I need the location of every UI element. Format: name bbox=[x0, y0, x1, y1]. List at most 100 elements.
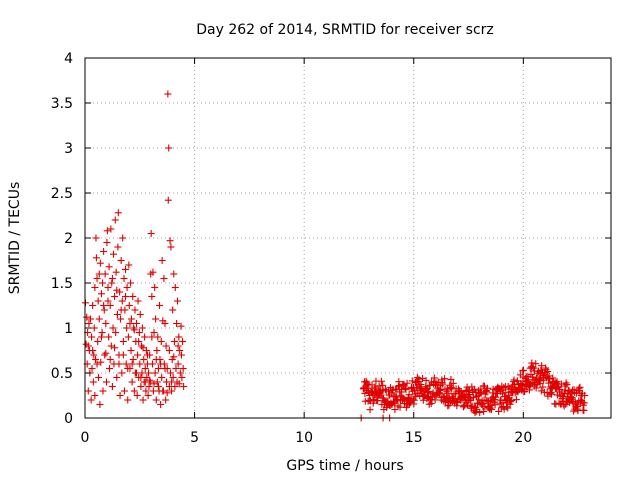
data-point bbox=[135, 329, 143, 336]
data-point bbox=[90, 351, 98, 359]
data-point bbox=[126, 320, 134, 327]
data-point bbox=[87, 396, 95, 404]
data-point bbox=[562, 379, 570, 387]
data-point bbox=[117, 315, 125, 323]
data-point bbox=[108, 279, 116, 287]
data-point bbox=[88, 365, 96, 372]
data-point bbox=[170, 338, 178, 345]
data-point bbox=[103, 227, 111, 235]
data-point bbox=[108, 275, 116, 282]
data-point bbox=[139, 344, 147, 352]
data-point bbox=[117, 306, 125, 314]
data-point bbox=[112, 329, 120, 336]
data-point bbox=[113, 311, 121, 318]
data-point bbox=[157, 338, 165, 345]
data-point bbox=[539, 383, 547, 391]
data-point bbox=[152, 315, 160, 323]
data-point bbox=[169, 374, 177, 381]
data-point bbox=[119, 234, 127, 242]
data-point bbox=[85, 320, 93, 327]
data-point bbox=[439, 380, 447, 388]
data-point bbox=[150, 380, 158, 388]
data-point bbox=[176, 369, 184, 377]
data-point bbox=[152, 356, 160, 363]
data-point bbox=[477, 389, 485, 397]
data-point bbox=[491, 401, 499, 409]
y-tick-label: 2 bbox=[64, 231, 73, 247]
data-point bbox=[139, 396, 147, 404]
data-point bbox=[157, 401, 165, 408]
data-point bbox=[167, 243, 175, 251]
data-point bbox=[113, 286, 121, 294]
data-point bbox=[581, 391, 589, 399]
data-point bbox=[165, 144, 173, 152]
data-point bbox=[135, 338, 143, 345]
data-point bbox=[122, 266, 130, 273]
data-point bbox=[141, 333, 149, 341]
data-point bbox=[133, 320, 141, 327]
data-point bbox=[89, 347, 97, 354]
data-point bbox=[94, 338, 102, 345]
data-point bbox=[381, 385, 389, 393]
data-point bbox=[166, 237, 174, 245]
x-tick-label: 15 bbox=[405, 430, 423, 446]
data-point bbox=[94, 297, 102, 305]
x-tick-label: 5 bbox=[190, 430, 199, 446]
data-point bbox=[164, 90, 172, 98]
data-point bbox=[463, 401, 471, 409]
y-tick-label: 1 bbox=[64, 321, 73, 337]
data-point bbox=[532, 360, 540, 368]
data-point bbox=[396, 403, 404, 411]
data-point bbox=[512, 396, 520, 404]
data-point bbox=[109, 324, 117, 332]
data-point bbox=[508, 397, 516, 405]
data-point bbox=[128, 360, 136, 368]
data-point bbox=[106, 302, 114, 309]
data-point bbox=[164, 196, 172, 204]
data-point bbox=[442, 395, 450, 403]
data-point bbox=[84, 387, 92, 395]
data-point bbox=[111, 344, 119, 352]
data-point bbox=[109, 250, 117, 258]
data-point bbox=[83, 313, 91, 321]
data-point bbox=[148, 293, 156, 300]
data-point bbox=[180, 383, 188, 390]
data-point bbox=[154, 333, 162, 341]
data-point bbox=[460, 402, 468, 410]
data-point bbox=[136, 360, 144, 368]
data-point bbox=[419, 374, 427, 382]
x-tick-label: 20 bbox=[514, 430, 532, 446]
data-point bbox=[480, 408, 488, 416]
data-point bbox=[580, 406, 588, 414]
data-point bbox=[104, 284, 112, 291]
data-point bbox=[179, 338, 187, 345]
data-point bbox=[532, 384, 540, 392]
data-point bbox=[89, 302, 97, 309]
data-point bbox=[521, 387, 529, 395]
data-point bbox=[377, 377, 385, 385]
data-point bbox=[117, 257, 125, 264]
data-point bbox=[464, 386, 472, 394]
data-point bbox=[568, 394, 576, 402]
data-point bbox=[130, 387, 138, 395]
data-point bbox=[548, 390, 556, 398]
data-point bbox=[165, 347, 173, 354]
data-point bbox=[175, 333, 183, 341]
data-point bbox=[154, 383, 162, 390]
data-point bbox=[89, 378, 97, 386]
data-point bbox=[174, 342, 182, 350]
data-point bbox=[364, 384, 372, 392]
data-point bbox=[122, 293, 130, 300]
data-point bbox=[93, 360, 101, 368]
data-point bbox=[371, 383, 379, 391]
data-point bbox=[130, 326, 138, 334]
y-tick-label: 3.5 bbox=[51, 96, 73, 112]
data-point bbox=[447, 376, 455, 384]
data-point bbox=[116, 392, 124, 399]
data-point bbox=[105, 263, 113, 271]
data-point bbox=[173, 297, 181, 305]
data-point bbox=[427, 400, 435, 408]
data-point bbox=[129, 356, 137, 363]
data-point bbox=[149, 268, 157, 276]
data-point bbox=[100, 248, 108, 255]
